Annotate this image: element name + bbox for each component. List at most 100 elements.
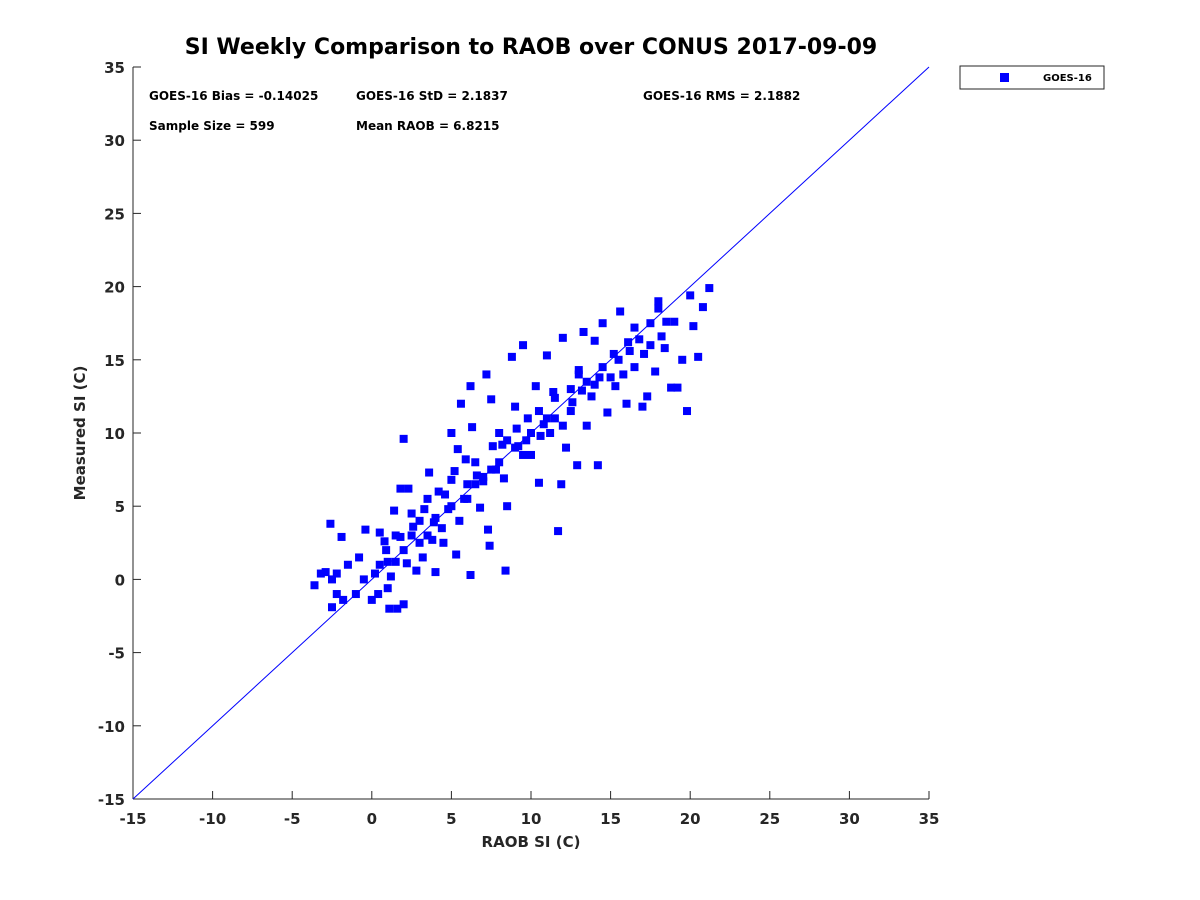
legend-box	[959, 65, 1105, 90]
data-point	[554, 527, 563, 536]
data-point	[534, 478, 543, 487]
data-point	[646, 319, 655, 328]
annotation-bias: GOES-16 Bias = -0.14025	[149, 89, 318, 103]
data-point	[447, 475, 456, 484]
data-point	[590, 336, 599, 345]
y-tick-label: 0	[115, 571, 125, 589]
data-point	[495, 458, 504, 467]
data-point	[404, 484, 413, 493]
legend-label-goes-16: GOES-16	[1043, 73, 1092, 84]
data-point	[512, 424, 521, 433]
data-point	[616, 307, 625, 316]
data-point	[332, 569, 341, 578]
data-point	[441, 490, 450, 499]
data-point	[447, 429, 456, 437]
x-tick-label: 10	[521, 810, 542, 828]
data-point	[386, 572, 395, 581]
annotation-mean-raob: Mean RAOB = 6.8215	[356, 119, 500, 133]
data-point	[689, 322, 698, 331]
data-point	[485, 541, 494, 550]
x-tick-label: 15	[600, 810, 621, 828]
data-point	[603, 408, 612, 417]
data-point	[562, 443, 571, 452]
data-point	[380, 537, 389, 546]
data-point	[463, 480, 472, 489]
data-point	[536, 431, 545, 440]
data-point	[534, 407, 543, 416]
data-point	[447, 502, 456, 511]
data-point	[332, 590, 341, 599]
data-point	[461, 455, 470, 464]
data-point	[558, 333, 567, 342]
data-point	[582, 421, 591, 430]
data-point	[471, 458, 480, 467]
data-point	[531, 382, 540, 391]
data-point	[361, 525, 370, 534]
x-tick-label: 5	[446, 810, 456, 828]
data-point	[498, 440, 507, 449]
data-point	[577, 386, 586, 395]
data-point	[431, 568, 440, 577]
data-point	[339, 595, 348, 604]
data-point	[479, 477, 488, 486]
annotation-sample-size: Sample Size = 599	[149, 119, 275, 133]
data-point	[624, 338, 633, 347]
data-point	[625, 347, 634, 356]
data-point	[654, 297, 663, 306]
data-point	[522, 436, 531, 445]
y-tick-label: 15	[104, 352, 125, 370]
data-point	[527, 429, 535, 437]
data-point	[558, 421, 567, 430]
data-point	[391, 557, 400, 566]
data-point	[630, 323, 639, 332]
data-point	[573, 461, 582, 470]
data-point	[463, 494, 472, 503]
data-point	[568, 398, 577, 407]
data-point	[574, 370, 583, 379]
data-point	[566, 407, 575, 416]
data-point	[619, 370, 628, 379]
legend: GOES-16	[959, 65, 1105, 90]
data-point	[328, 575, 336, 584]
data-point	[418, 553, 427, 562]
data-point	[501, 566, 510, 575]
data-point	[385, 604, 394, 613]
data-point	[328, 603, 336, 612]
data-point	[657, 332, 666, 341]
data-point	[337, 532, 346, 541]
data-point	[450, 467, 459, 476]
data-point	[519, 341, 528, 350]
data-point	[686, 291, 695, 300]
x-tick-label: 20	[680, 810, 701, 828]
y-tick-label: 10	[104, 425, 125, 443]
data-point	[683, 407, 692, 416]
data-point	[484, 525, 493, 534]
data-point	[383, 557, 392, 566]
data-point	[407, 509, 416, 518]
x-tick-label: -15	[119, 810, 146, 828]
data-point	[519, 450, 528, 459]
data-point	[453, 445, 462, 454]
data-point	[452, 550, 461, 559]
data-point	[423, 494, 432, 503]
data-point	[542, 351, 551, 360]
data-point	[635, 335, 644, 344]
data-point	[383, 584, 392, 593]
data-point	[609, 349, 618, 358]
data-point	[587, 392, 596, 401]
data-point	[590, 380, 599, 389]
data-point	[429, 518, 438, 527]
data-point	[437, 524, 446, 533]
data-point	[466, 571, 475, 580]
x-tick-label: -5	[284, 810, 301, 828]
data-point	[662, 317, 671, 326]
data-point	[367, 595, 376, 604]
data-point	[542, 414, 551, 423]
data-point	[375, 528, 384, 537]
y-tick-label: 30	[104, 132, 125, 150]
data-point	[407, 531, 416, 540]
x-axis-label: RAOB SI (C)	[482, 833, 581, 851]
data-point	[326, 519, 335, 528]
data-point	[396, 484, 405, 493]
